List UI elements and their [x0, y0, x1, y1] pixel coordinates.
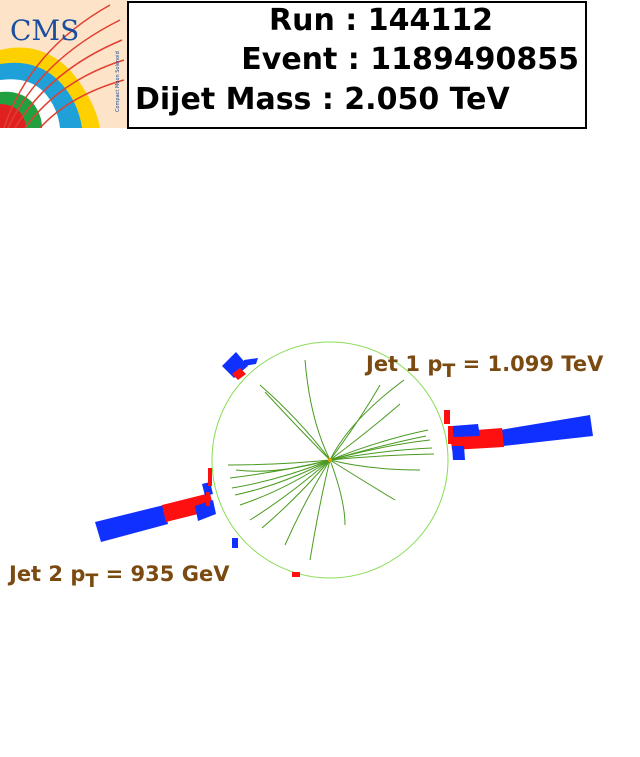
jet2-ecal-tower [162, 493, 214, 522]
run-number: Run : 144112 [269, 3, 493, 38]
upper-left-ecal [232, 368, 246, 380]
deposit-ring-2 [448, 426, 453, 444]
jet2-prefix: Jet 2 p [9, 562, 86, 586]
charged-tracks [227, 359, 435, 561]
primary-vertex [328, 458, 332, 462]
deposit-ring-5 [292, 572, 300, 577]
jet1-hcal-inner-2 [452, 446, 465, 460]
cms-logo-text: CMS [10, 14, 79, 47]
deposit-ring-4 [232, 538, 238, 548]
jet1-prefix: Jet 1 p [366, 352, 443, 376]
event-info-box: Run : 144112 Event : 1189490855 Dijet Ma… [127, 1, 587, 129]
jet1-subscript: T [442, 360, 456, 382]
dijet-mass: Dijet Mass : 2.050 TeV [135, 82, 510, 117]
tracker-boundary [211, 341, 449, 579]
jet2-subscript: T [85, 570, 99, 592]
jet1-hcal-tower [500, 415, 593, 446]
jet2-pt-label: Jet 2 pT = 935 GeV [9, 562, 230, 591]
deposit-ring-3 [206, 492, 210, 506]
jet2-hcal-inner [195, 500, 216, 521]
jet1-hcal-inner [452, 424, 480, 437]
cms-logo: CMS Compact Muon Solenoid [0, 0, 128, 128]
jet2-hcal-tower [95, 505, 168, 542]
deposit-ring-6 [208, 468, 212, 486]
jet2-value: = 935 GeV [98, 562, 230, 586]
jet1-pt-label: Jet 1 pT = 1.099 TeV [366, 352, 604, 381]
upper-left-hcal-2 [244, 358, 258, 366]
event-number: Event : 1189490855 [241, 42, 579, 77]
jet1-value: = 1.099 TeV [455, 352, 604, 376]
cms-logo-subtitle: Compact Muon Solenoid [115, 51, 121, 112]
deposit-ring-1 [444, 410, 450, 424]
